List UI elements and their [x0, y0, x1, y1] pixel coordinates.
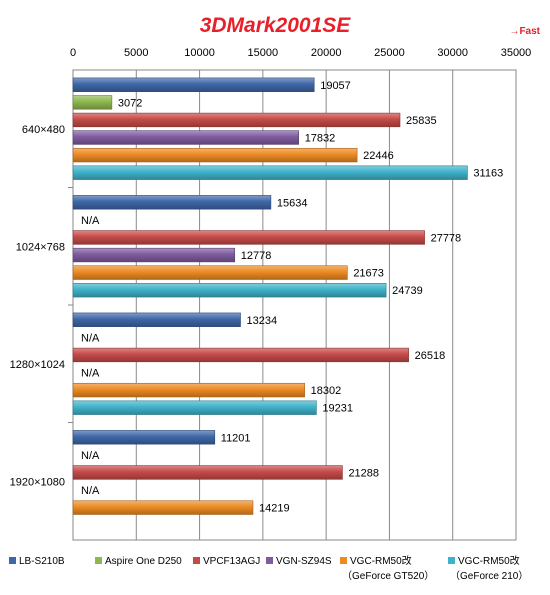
bar [72, 347, 409, 363]
data-label: 22446 [363, 150, 394, 162]
chart-title: 3DMark2001SE [200, 14, 352, 37]
bar [72, 95, 113, 110]
bars [72, 77, 468, 515]
data-label: 25835 [406, 115, 437, 127]
data-label: 24739 [392, 285, 423, 297]
category-label: 1280×1024 [10, 359, 65, 371]
data-label: 15634 [277, 197, 308, 209]
bar [72, 147, 358, 163]
data-label-na: N/A [81, 485, 100, 497]
bar [72, 230, 425, 245]
data-label: 14219 [259, 503, 290, 515]
x-tick-label: 30000 [437, 47, 468, 59]
bar [72, 400, 317, 415]
data-label: 31163 [473, 168, 503, 180]
data-labels: 19057 3072 25835 17832 22446 31163 15634 N/A 277… [81, 80, 503, 515]
bar [72, 283, 387, 298]
bar [72, 247, 236, 263]
x-tick-label: 25000 [374, 47, 405, 59]
data-label-na: N/A [81, 450, 100, 462]
data-label-na: N/A [81, 215, 100, 227]
fast-direction-note: →Fast [509, 26, 540, 37]
data-label: 19057 [320, 80, 351, 92]
data-label: 27778 [431, 232, 462, 244]
legend-entry: VPCF13AGJ [203, 556, 260, 567]
x-tick-label: 15000 [248, 47, 279, 59]
legend-swatch [266, 557, 273, 564]
legend-entry: VGN-SZ94S [276, 556, 332, 567]
x-tick-label: 20000 [311, 47, 342, 59]
bar [72, 382, 305, 398]
legend-swatch [193, 557, 200, 564]
legend-entry-sub: （GeForce 210） [450, 570, 528, 582]
legend-entry: Aspire One D250 [105, 556, 182, 567]
data-label: 18302 [311, 385, 342, 397]
bar [72, 77, 315, 92]
data-label: 11201 [221, 432, 251, 444]
data-label: 21673 [353, 268, 384, 280]
x-tick-label: 5000 [124, 47, 148, 59]
data-label: 12778 [241, 250, 272, 262]
category-labels: 640×480 1024×768 1280×1024 1920×1080 [10, 124, 65, 489]
data-label: 17832 [305, 133, 336, 145]
bar [72, 195, 272, 210]
bar [72, 500, 254, 515]
category-label: 1920×1080 [10, 476, 65, 488]
bar [72, 112, 401, 128]
bar [72, 265, 348, 280]
bar [72, 165, 468, 180]
legend: LB-S210B Aspire One D250 VPCF13AGJ VGN-SZ94… [9, 554, 528, 582]
legend-swatch [9, 557, 16, 564]
legend-entry-sub: （GeForce GT520） [342, 570, 434, 582]
legend-entry: LB-S210B [19, 556, 65, 567]
legend-swatch [448, 557, 455, 564]
data-label: 19231 [322, 403, 353, 415]
data-label-na: N/A [81, 368, 100, 380]
category-label: 640×480 [22, 124, 65, 136]
x-tick-label: 0 [70, 47, 76, 59]
bar [72, 130, 300, 145]
category-label: 1024×768 [16, 241, 65, 253]
data-label: 26518 [415, 350, 446, 362]
data-label-na: N/A [81, 332, 100, 344]
data-label: 21288 [348, 467, 379, 479]
legend-entry: VGC-RM50改 [350, 554, 412, 567]
x-axis-ticks: 0 5000 10000 15000 20000 25000 30000 35000 [70, 47, 531, 59]
legend-swatch [340, 557, 347, 564]
bar [72, 465, 343, 480]
data-label: 13234 [247, 315, 278, 327]
x-tick-label: 10000 [184, 47, 215, 59]
legend-entry: VGC-RM50改 [458, 554, 520, 567]
x-tick-label: 35000 [501, 47, 532, 59]
bar [72, 430, 216, 445]
data-label: 3072 [118, 97, 142, 109]
legend-swatch [95, 557, 102, 564]
bar [72, 312, 241, 327]
